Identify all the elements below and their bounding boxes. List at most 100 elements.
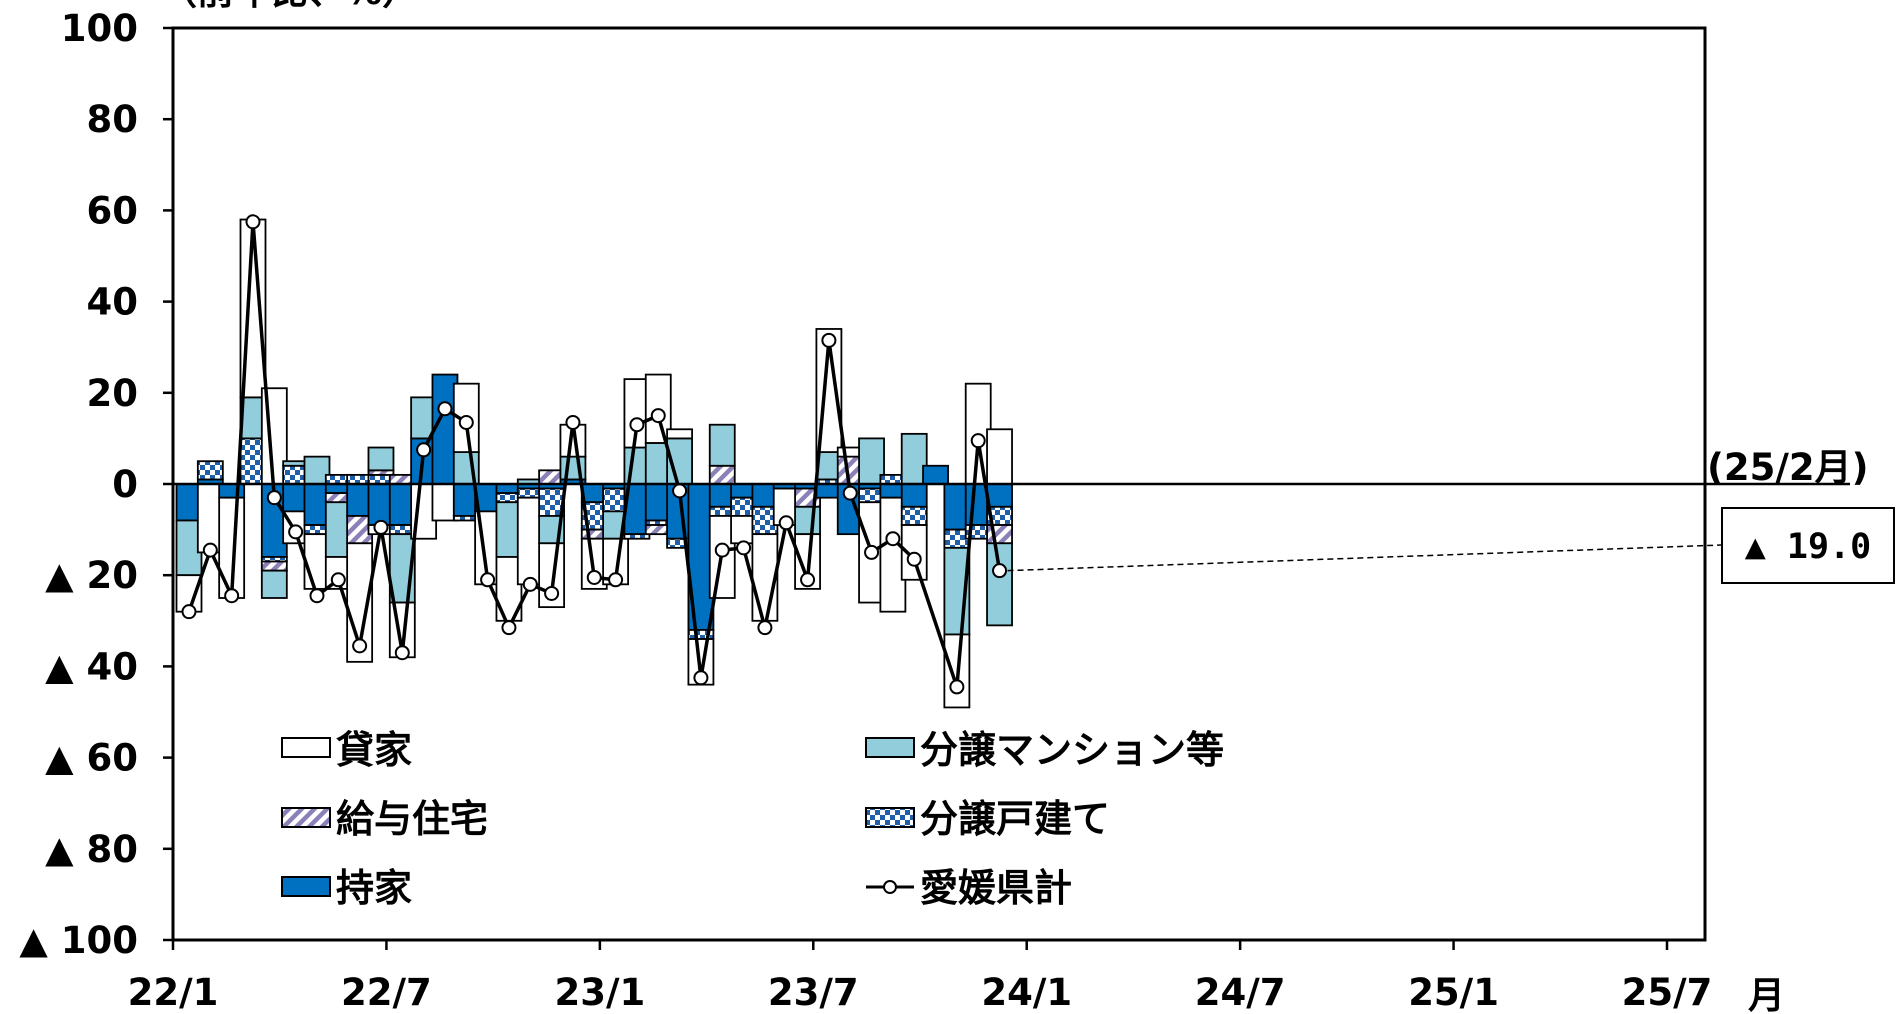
bar-detached xyxy=(196,460,224,481)
legend-label-total: 愛媛県計 xyxy=(920,866,1072,910)
total-point xyxy=(309,588,325,604)
legend-label-detached: 分譲戸建て xyxy=(920,797,1110,841)
total-point xyxy=(629,417,645,433)
total-point xyxy=(736,540,752,556)
y-tick-label: 60 xyxy=(87,189,139,232)
x-unit-label: 月 xyxy=(1748,974,1785,1014)
total-point xyxy=(522,576,538,592)
y-tick-label: 0 xyxy=(112,463,138,506)
legend-swatch-owner xyxy=(281,876,331,897)
bar-condo xyxy=(794,505,821,536)
total-point xyxy=(949,679,965,695)
y-tick-label: ▲ 20 xyxy=(45,554,138,597)
total-point xyxy=(544,585,560,601)
bar-owner xyxy=(218,483,246,499)
bar-rental xyxy=(986,428,1013,485)
bar-rental xyxy=(751,533,779,622)
legend-label-owner: 持家 xyxy=(336,866,412,910)
x-tick-label: 24/1 xyxy=(981,971,1072,1014)
callout-leader-line xyxy=(1007,544,1723,572)
legend-swatch-company xyxy=(281,807,331,828)
y-tick-label: 80 xyxy=(87,98,139,141)
y-tick-label: ▲ 60 xyxy=(45,737,138,780)
bar-condo xyxy=(260,569,288,599)
legend-label-condo: 分譲マンション等 xyxy=(920,728,1224,772)
total-point xyxy=(650,408,666,424)
total-line-group xyxy=(181,214,1008,695)
legend-item-detached: 分譲戸建て xyxy=(865,797,1110,841)
x-tick-label: 23/7 xyxy=(768,971,859,1014)
y-tick-label: 40 xyxy=(87,281,139,324)
total-point xyxy=(373,519,389,535)
legend-item-condo: 分譲マンション等 xyxy=(865,728,1224,772)
callout-period-label: (25/2月) xyxy=(1707,446,1869,489)
total-point xyxy=(842,485,858,501)
total-point xyxy=(288,524,304,540)
legend-label-rental: 貸家 xyxy=(336,728,412,772)
total-point xyxy=(864,544,880,560)
bar-condo xyxy=(708,423,736,467)
x-tick-label: 25/7 xyxy=(1622,971,1713,1014)
total-point xyxy=(202,542,218,558)
bar-company xyxy=(708,464,736,485)
total-point xyxy=(906,551,922,567)
bar-condo xyxy=(367,446,395,472)
bar-detached xyxy=(623,533,651,540)
y-tick-label: ▲ 40 xyxy=(45,645,138,688)
legend-swatch-detached xyxy=(865,807,915,828)
latest-value-callout: (25/2月) ▲ 19.0 xyxy=(1007,446,1895,584)
total-point xyxy=(352,638,368,654)
legend-item-rental: 貸家 xyxy=(281,728,412,772)
callout-box xyxy=(1721,507,1895,584)
total-point xyxy=(992,563,1008,579)
total-point xyxy=(501,620,517,636)
total-point xyxy=(266,490,282,506)
bar-detached xyxy=(900,505,928,526)
total-point xyxy=(181,604,197,620)
bar-condo xyxy=(986,542,1013,627)
x-axis: 22/1 22/7 23/1 23/7 24/1 24/7 25/1 25/7 xyxy=(128,940,1713,1014)
legend: 貸家 分譲マンション等 給与住宅 分譲戸建て 持家 愛媛県計 xyxy=(281,728,1224,910)
total-point xyxy=(437,401,453,417)
total-point xyxy=(394,645,410,661)
total-point xyxy=(245,214,261,230)
total-point xyxy=(608,572,624,588)
total-point xyxy=(970,433,986,449)
total-point xyxy=(586,569,602,585)
legend-label-company: 給与住宅 xyxy=(336,797,488,841)
total-point xyxy=(714,542,730,558)
bar-owner xyxy=(922,464,949,485)
bar-rental xyxy=(666,428,693,440)
legend-swatch-total-marker xyxy=(883,880,897,894)
bar-owner xyxy=(986,483,1013,508)
x-tick-label: 22/7 xyxy=(341,971,432,1014)
total-point xyxy=(885,531,901,547)
legend-item-company: 給与住宅 xyxy=(281,797,488,841)
y-tick-label: 100 xyxy=(61,7,138,50)
x-tick-label: 24/7 xyxy=(1195,971,1286,1014)
legend-item-total: 愛媛県計 xyxy=(866,866,1072,910)
x-tick-label: 25/1 xyxy=(1408,971,1499,1014)
total-point xyxy=(565,414,581,430)
y-tick-label: 20 xyxy=(87,372,139,415)
total-point xyxy=(224,588,240,604)
total-point xyxy=(330,572,346,588)
legend-swatch-rental xyxy=(281,737,331,758)
total-point xyxy=(800,572,816,588)
callout-value: ▲ 19.0 xyxy=(1745,527,1871,567)
bar-company xyxy=(260,560,288,572)
x-tick-label: 22/1 xyxy=(128,971,219,1014)
total-point xyxy=(693,670,709,686)
y-unit-label: （前年比、%） xyxy=(160,0,419,13)
total-point xyxy=(821,332,837,348)
y-axis: 100 80 60 40 20 0 ▲ 20 ▲ 40 ▲ 60 ▲ 80 ▲ 100 xyxy=(19,7,173,962)
legend-item-owner: 持家 xyxy=(281,866,412,910)
x-tick-label: 23/1 xyxy=(554,971,645,1014)
y-tick-label: ▲ 100 xyxy=(19,919,138,962)
total-point xyxy=(458,414,474,430)
y-tick-label: ▲ 80 xyxy=(45,828,138,871)
total-point xyxy=(480,572,496,588)
bar-owner xyxy=(900,483,928,508)
total-point xyxy=(778,515,794,531)
